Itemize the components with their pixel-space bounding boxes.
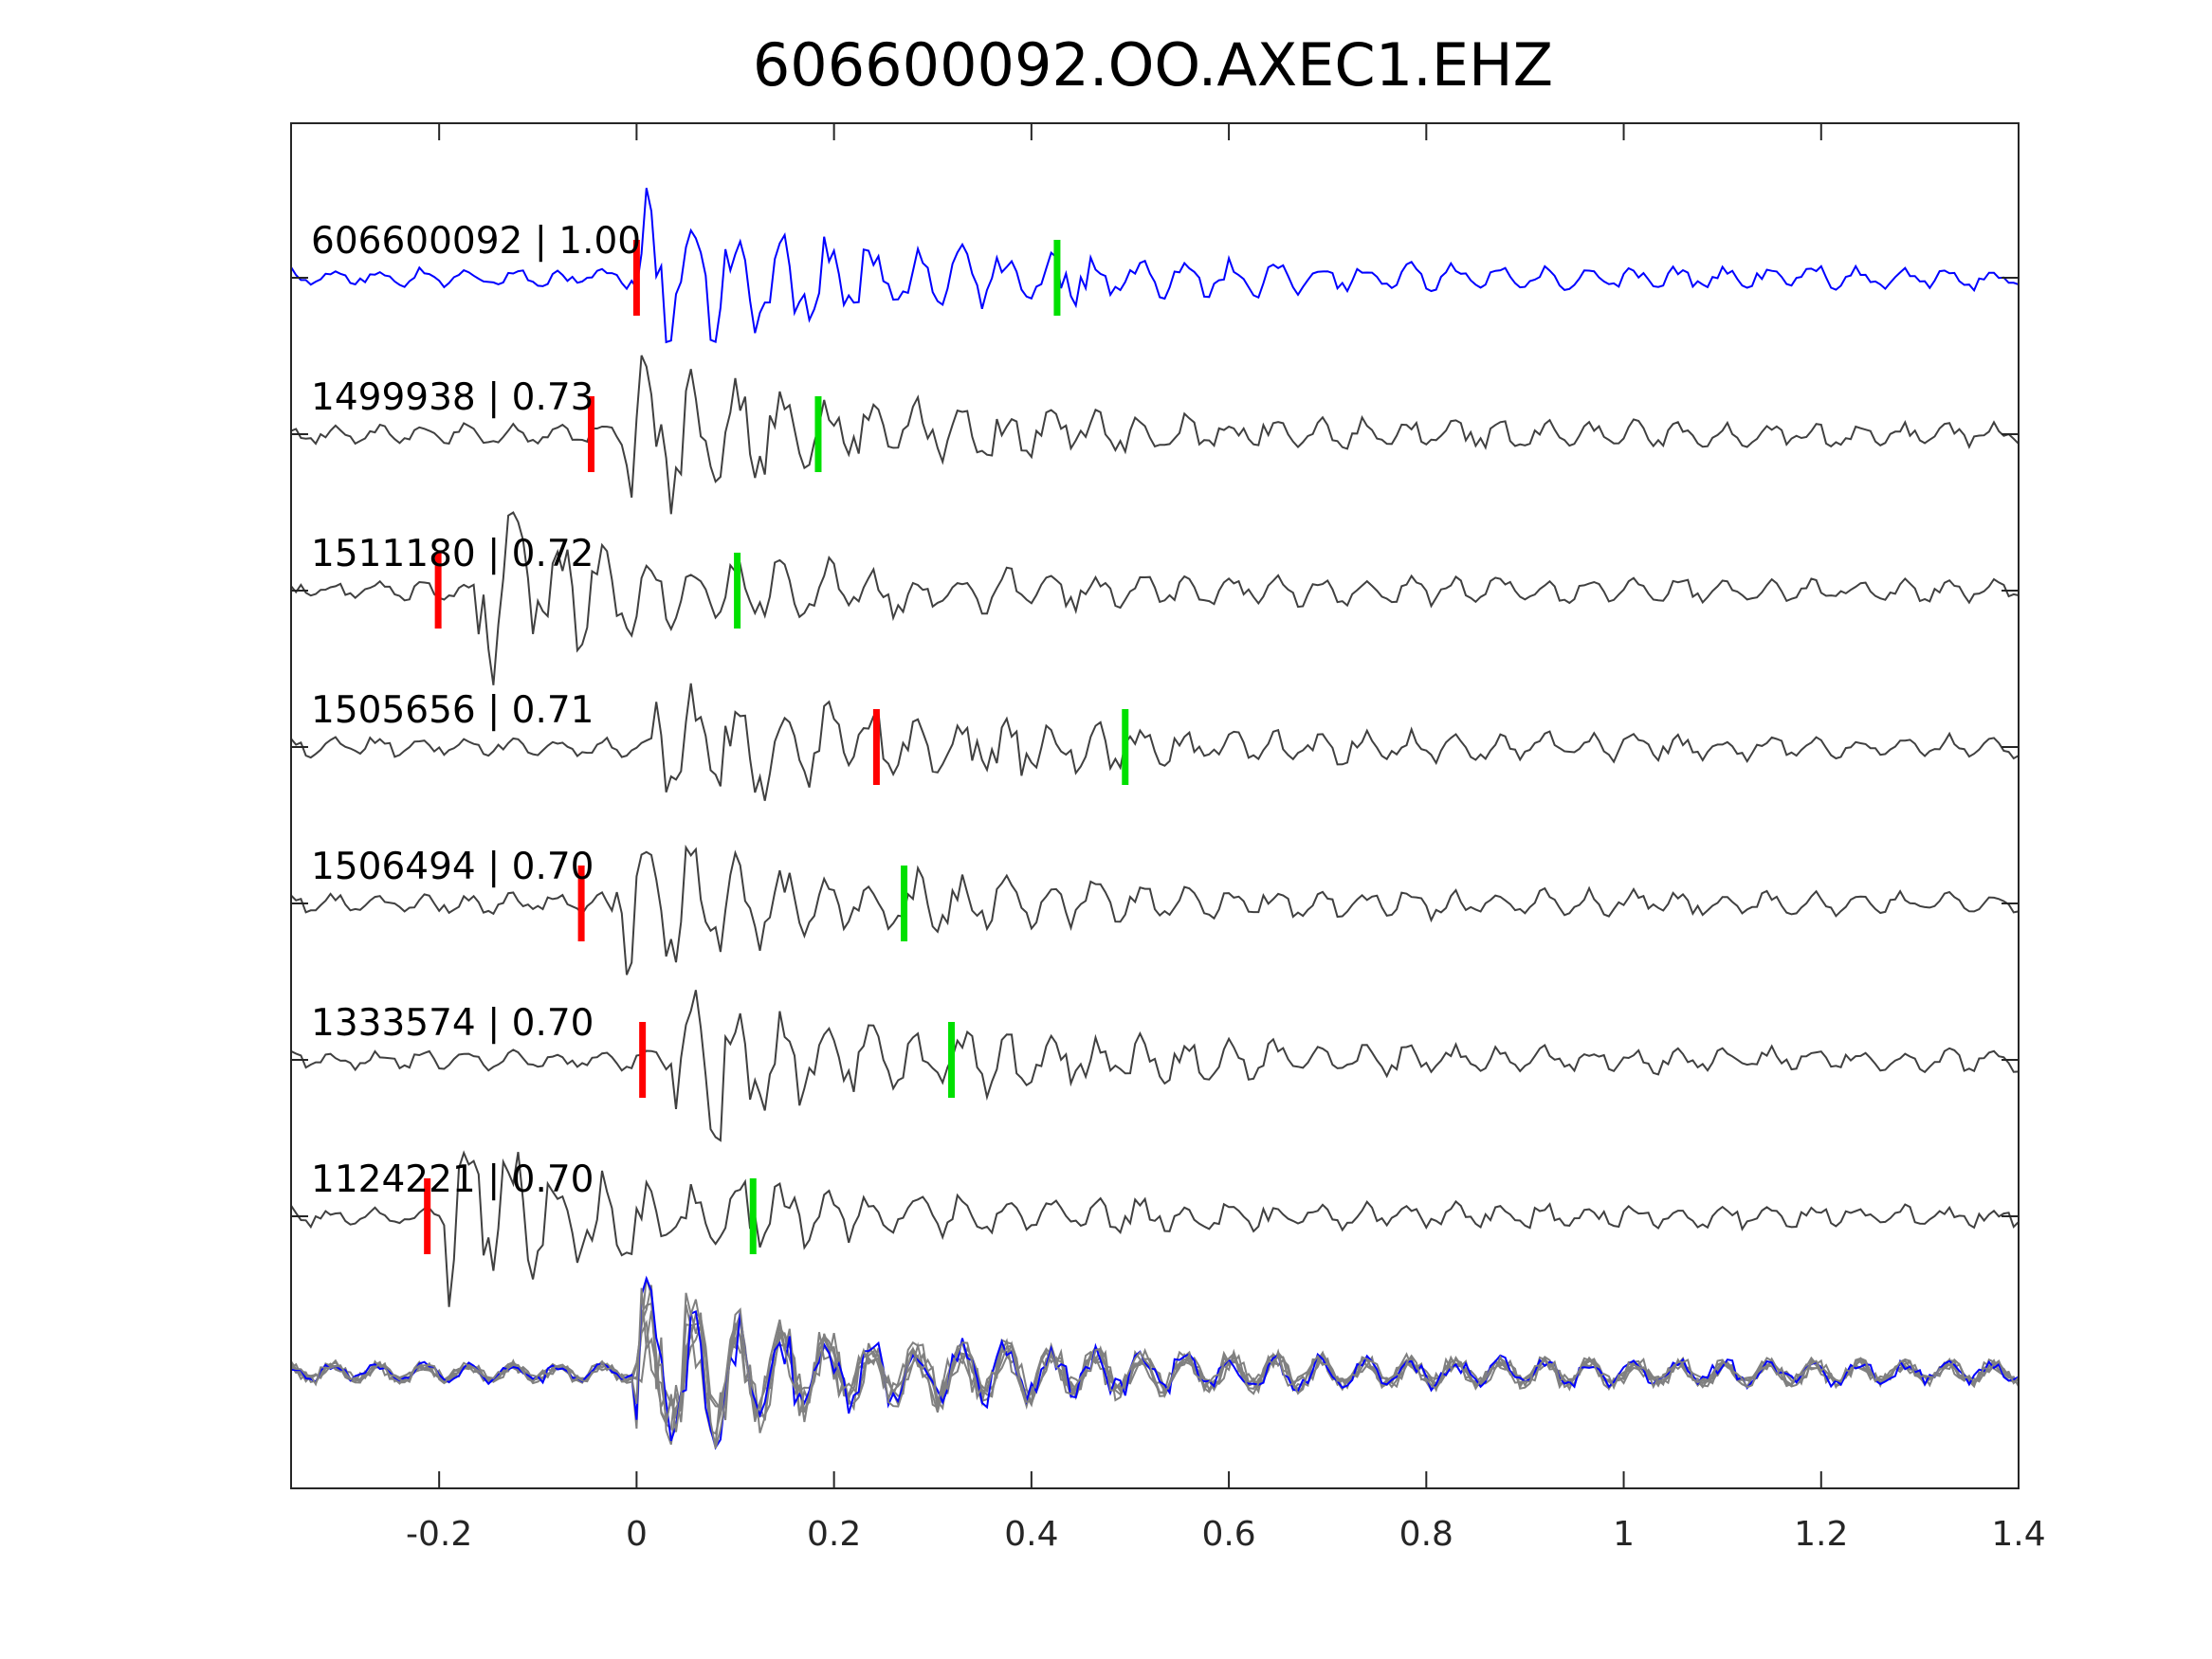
p-pick-marker — [434, 553, 442, 629]
p-pick-marker — [632, 240, 640, 316]
x-tick-label: 1.4 — [1991, 1515, 2045, 1554]
trace-label: 1511180 | 0.72 — [311, 533, 594, 575]
axes-group: -0.2 0 0.2 0.4 0.6 0.8 1 1.2 1.4 — [290, 122, 2046, 1554]
waveform-line — [290, 355, 2020, 515]
x-tick-label: 0.8 — [1399, 1515, 1453, 1554]
trace-1505656: 1505656 | 0.71 — [290, 683, 2020, 801]
s-pick-marker — [948, 1022, 956, 1098]
trace-label: 1333574 | 0.70 — [311, 1002, 594, 1045]
waveform-line — [290, 511, 2020, 685]
x-tick-label: 1 — [1613, 1515, 1635, 1554]
stack-traces — [290, 1275, 2020, 1450]
p-pick-marker — [872, 709, 880, 785]
trace-1499938: 1499938 | 0.73 — [290, 355, 2020, 515]
stack-waveform-line — [290, 1275, 2020, 1450]
x-tick-label: 0 — [626, 1515, 648, 1554]
traces-group: 606600092 | 1.00 1499938 | 0.73 1511180 | … — [290, 188, 2020, 1450]
trace-label: 1124221 | 0.70 — [311, 1158, 594, 1201]
waveform-line — [290, 1150, 2020, 1307]
p-pick-marker — [577, 866, 585, 941]
waveform-line — [290, 188, 2020, 344]
trace-label: 606600092 | 1.00 — [311, 220, 641, 263]
trace-label: 1499938 | 0.73 — [311, 376, 594, 419]
trace-1506494: 1506494 | 0.70 — [290, 844, 2020, 975]
s-pick-marker — [901, 866, 908, 941]
trace-606600092: 606600092 | 1.00 — [290, 188, 2020, 344]
trace-label: 1505656 | 0.71 — [311, 689, 594, 732]
s-pick-marker — [814, 396, 822, 472]
trace-label: 1506494 | 0.70 — [311, 846, 594, 888]
p-pick-marker — [424, 1178, 431, 1254]
s-pick-marker — [734, 553, 741, 629]
waveform-line — [290, 683, 2020, 801]
p-pick-marker — [588, 396, 595, 472]
plot-frame — [290, 122, 2020, 1489]
s-pick-marker — [1122, 709, 1129, 785]
s-pick-marker — [1053, 240, 1061, 316]
x-tick-label: 0.6 — [1201, 1515, 1255, 1554]
waveform-line — [290, 990, 2020, 1142]
chart-title: 606600092.OO.AXEC1.EHZ — [753, 30, 1553, 100]
x-tick-label: -0.2 — [406, 1515, 472, 1554]
trace-1333574: 1333574 | 0.70 — [290, 990, 2020, 1142]
trace-1511180: 1511180 | 0.72 — [290, 511, 2020, 685]
p-pick-marker — [639, 1022, 647, 1098]
x-tick-label: 0.2 — [807, 1515, 861, 1554]
x-tick-label: 0.4 — [1004, 1515, 1058, 1554]
stack-waveform-line — [290, 1287, 2020, 1449]
s-pick-marker — [749, 1178, 757, 1254]
x-tick-label: 1.2 — [1794, 1515, 1848, 1554]
stack-waveform-line — [290, 1277, 2020, 1445]
trace-1124221: 1124221 | 0.70 — [290, 1150, 2020, 1307]
